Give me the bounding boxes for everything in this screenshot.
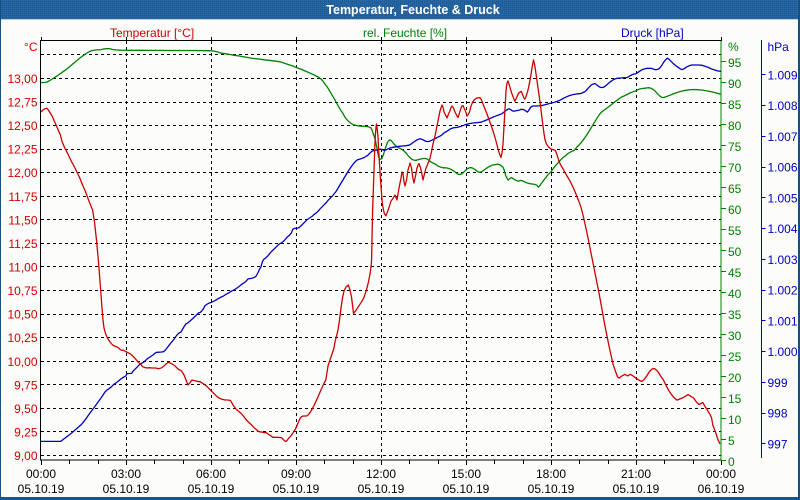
svg-text:12:00: 12:00	[366, 467, 396, 481]
svg-text:05.10.19: 05.10.19	[528, 482, 575, 496]
svg-text:00:00: 00:00	[26, 467, 56, 481]
svg-text:09:00: 09:00	[281, 467, 311, 481]
svg-text:5: 5	[728, 434, 735, 448]
svg-text:55: 55	[728, 224, 742, 238]
svg-text:9,75: 9,75	[14, 378, 38, 392]
svg-text:1.009: 1.009	[768, 69, 798, 83]
svg-text:1.006: 1.006	[768, 161, 798, 175]
svg-text:9,25: 9,25	[14, 425, 38, 439]
svg-text:1.008: 1.008	[768, 99, 798, 113]
svg-text:0: 0	[728, 455, 735, 469]
svg-text:15: 15	[728, 392, 742, 406]
svg-text:80: 80	[728, 119, 742, 133]
svg-text:25: 25	[728, 350, 742, 364]
svg-text:05.10.19: 05.10.19	[358, 482, 405, 496]
svg-text:21:00: 21:00	[621, 467, 651, 481]
svg-text:30: 30	[728, 329, 742, 343]
svg-text:06.10.19: 06.10.19	[698, 482, 745, 496]
svg-text:999: 999	[768, 376, 788, 390]
svg-text:18:00: 18:00	[536, 467, 566, 481]
svg-text:90: 90	[728, 77, 742, 91]
svg-text:85: 85	[728, 98, 742, 112]
svg-text:05.10.19: 05.10.19	[188, 482, 235, 496]
svg-text:hPa: hPa	[768, 40, 790, 54]
svg-text:1.002: 1.002	[768, 284, 798, 298]
svg-text:13,00: 13,00	[7, 72, 37, 86]
svg-text:10: 10	[728, 413, 742, 427]
svg-text:12,00: 12,00	[7, 166, 37, 180]
svg-text:95: 95	[728, 56, 742, 70]
svg-text:05.10.19: 05.10.19	[18, 482, 65, 496]
svg-text:11,25: 11,25	[8, 237, 37, 251]
svg-text:35: 35	[728, 308, 742, 322]
svg-text:11,50: 11,50	[8, 213, 37, 227]
svg-text:1.005: 1.005	[768, 191, 798, 205]
svg-text:%: %	[728, 40, 739, 54]
svg-text:997: 997	[768, 437, 788, 451]
svg-text:10,25: 10,25	[7, 331, 37, 345]
svg-text:20: 20	[728, 371, 742, 385]
svg-text:12,50: 12,50	[7, 119, 37, 133]
svg-text:998: 998	[768, 407, 788, 421]
svg-text:50: 50	[728, 245, 742, 259]
svg-text:1.004: 1.004	[768, 222, 798, 236]
svg-text:06:00: 06:00	[196, 467, 226, 481]
svg-text:11,00: 11,00	[8, 261, 37, 275]
svg-text:05.10.19: 05.10.19	[613, 482, 660, 496]
svg-text:40: 40	[728, 287, 742, 301]
svg-text:9,50: 9,50	[14, 402, 38, 416]
svg-text:45: 45	[728, 266, 742, 280]
svg-text:12,75: 12,75	[7, 96, 37, 110]
svg-text:10,00: 10,00	[7, 355, 37, 369]
svg-text:1.001: 1.001	[768, 314, 798, 328]
svg-text:75: 75	[728, 140, 742, 154]
svg-text:1.007: 1.007	[768, 130, 798, 144]
svg-text:65: 65	[728, 182, 742, 196]
svg-text:05.10.19: 05.10.19	[443, 482, 490, 496]
svg-text:10,75: 10,75	[7, 284, 37, 298]
svg-text:03:00: 03:00	[111, 467, 141, 481]
svg-text:05.10.19: 05.10.19	[103, 482, 150, 496]
svg-text:9,00: 9,00	[14, 449, 38, 463]
svg-text:1.000: 1.000	[768, 345, 798, 359]
svg-text:1.003: 1.003	[768, 253, 798, 267]
svg-text:70: 70	[728, 161, 742, 175]
svg-text:12,25: 12,25	[7, 143, 37, 157]
svg-text:°C: °C	[24, 40, 38, 54]
svg-text:11,75: 11,75	[8, 190, 37, 204]
svg-text:60: 60	[728, 203, 742, 217]
svg-text:00:00: 00:00	[706, 467, 736, 481]
svg-text:05.10.19: 05.10.19	[273, 482, 320, 496]
svg-text:10,50: 10,50	[7, 308, 37, 322]
svg-text:15:00: 15:00	[451, 467, 481, 481]
